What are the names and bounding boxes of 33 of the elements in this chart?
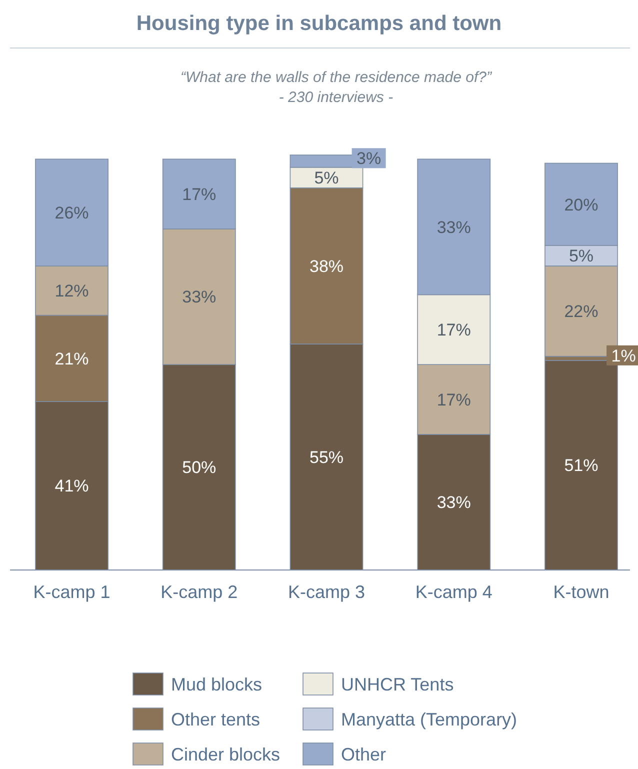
legend-label: UNHCR Tents bbox=[341, 674, 454, 694]
data-label: 50% bbox=[182, 458, 216, 478]
data-label: 17% bbox=[182, 184, 216, 204]
chart-subtitle: “What are the walls of the residence made of?” - 230 interviews - bbox=[180, 69, 492, 106]
data-label: 33% bbox=[182, 288, 216, 307]
data-label: 5% bbox=[568, 246, 594, 266]
data-label: 26% bbox=[54, 203, 89, 222]
data-label: 55% bbox=[309, 448, 344, 467]
chart-title: Housing type in subcamps and town bbox=[136, 12, 502, 35]
data-label: 20% bbox=[564, 195, 598, 214]
data-label: 17% bbox=[436, 390, 471, 410]
legend-label: Other bbox=[341, 744, 386, 764]
legend-label: Manyatta (Temporary) bbox=[341, 709, 518, 730]
legend-label: Other tents bbox=[171, 709, 260, 730]
x-tick-label: K-town bbox=[553, 582, 610, 602]
data-label: 33% bbox=[436, 218, 471, 237]
data-label: 5% bbox=[314, 168, 339, 188]
data-label: 12% bbox=[54, 282, 89, 301]
data-label: 41% bbox=[54, 476, 89, 496]
x-tick-label: K-camp 2 bbox=[160, 582, 238, 602]
data-label: 17% bbox=[436, 320, 471, 340]
x-tick-label: K-camp 3 bbox=[288, 582, 366, 602]
data-label: 3% bbox=[356, 149, 382, 168]
data-label: 21% bbox=[54, 349, 89, 368]
data-label: 33% bbox=[436, 493, 471, 512]
legend-label: Cinder blocks bbox=[171, 744, 280, 764]
x-tick-label: K-camp 4 bbox=[415, 582, 492, 602]
data-label: 1% bbox=[611, 346, 636, 366]
x-tick-label: K-camp 1 bbox=[33, 582, 110, 602]
data-label: 38% bbox=[309, 256, 344, 276]
data-label: 22% bbox=[564, 302, 598, 322]
data-label: 51% bbox=[564, 456, 598, 476]
legend-label: Mud blocks bbox=[171, 674, 262, 694]
